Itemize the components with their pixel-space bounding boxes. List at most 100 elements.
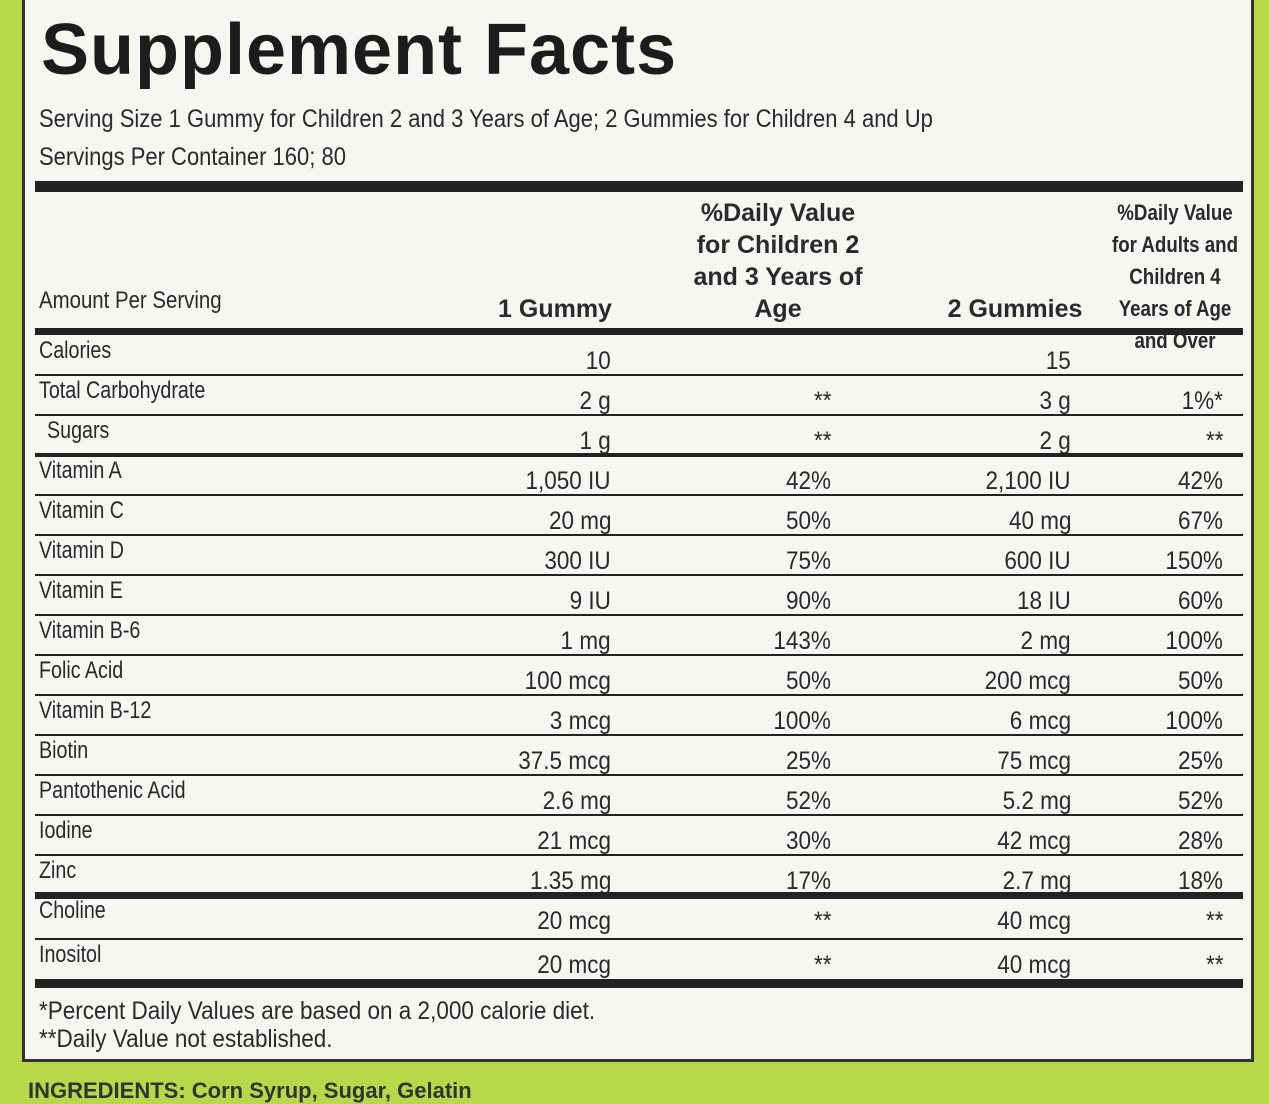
nutrient-name: Sugars (47, 417, 110, 444)
amount-two: 2 g (1039, 427, 1071, 455)
dv-adult: ** (1205, 951, 1223, 979)
amount-one: 21 mcg (537, 827, 611, 855)
amount-one: 2.6 mg (542, 787, 611, 815)
servings-per-container: Servings Per Container 160; 80 (39, 143, 346, 171)
dv-child: 143% (773, 627, 831, 655)
amount-one: 20 mg (548, 507, 611, 535)
thick-rule (35, 328, 1243, 335)
dv-child: 100% (773, 707, 831, 735)
amount-two: 40 mg (1008, 507, 1071, 535)
nutrient-name: Total Carbohydrate (39, 377, 206, 404)
row-rule (35, 654, 1243, 656)
dv-adult: 67% (1177, 507, 1223, 535)
nutrient-name: Vitamin D (39, 537, 124, 564)
row-rule (35, 694, 1243, 696)
nutrient-name: Vitamin B-6 (39, 617, 141, 644)
row-rule (35, 574, 1243, 576)
dv-adult: 100% (1165, 707, 1223, 735)
dv-adult: 100% (1165, 627, 1223, 655)
amount-one: 3 mcg (549, 707, 611, 735)
nutrient-name: Vitamin C (39, 497, 124, 524)
nutrient-name: Choline (39, 897, 106, 924)
dv-child: 30% (785, 827, 831, 855)
amount-one: 37.5 mcg (518, 747, 611, 775)
row-rule (35, 374, 1243, 376)
row-rule (35, 414, 1243, 416)
nutrient-name: Inositol (39, 941, 102, 968)
dv-child: 75% (785, 547, 831, 575)
amount-one: 20 mcg (537, 951, 611, 979)
amount-two: 2.7 mg (1002, 867, 1071, 895)
footnote: *Percent Daily Values are based on a 2,0… (39, 997, 596, 1025)
amount-one: 9 IU (569, 587, 611, 615)
nutrient-name: Iodine (39, 817, 93, 844)
amount-two: 2 mg (1020, 627, 1071, 655)
amount-two: 42 mcg (997, 827, 1071, 855)
dv-child: 25% (785, 747, 831, 775)
dv-adult: 25% (1177, 747, 1223, 775)
ingredients: INGREDIENTS: Corn Syrup, Sugar, Gelatin (28, 1078, 472, 1103)
amount-one: 1 g (579, 427, 611, 455)
dv-adult: 50% (1177, 667, 1223, 695)
header-dv-child: %Daily Value for Children 2 and 3 Years … (693, 199, 863, 323)
dv-child: 17% (785, 867, 831, 895)
row-rule (35, 978, 1243, 988)
dv-child: ** (813, 387, 831, 415)
thick-rule (35, 181, 1243, 192)
nutrient-name: Zinc (39, 857, 77, 884)
dv-child: 52% (785, 787, 831, 815)
dv-child: 90% (785, 587, 831, 615)
dv-adult: 18% (1177, 867, 1223, 895)
amount-one: 100 mcg (524, 667, 611, 695)
header-amount: Amount Per Serving (39, 287, 222, 314)
dv-adult: 42% (1177, 467, 1223, 495)
row-rule (35, 891, 1243, 899)
amount-two: 200 mcg (984, 667, 1071, 695)
amount-one: 10 (585, 347, 611, 375)
amount-one: 2 g (579, 387, 611, 415)
row-rule (35, 734, 1243, 736)
amount-one: 1,050 IU (525, 467, 611, 495)
amount-two: 40 mcg (997, 907, 1071, 935)
dv-child: ** (813, 427, 831, 455)
header-two: 2 Gummies (947, 295, 1083, 323)
dv-child: ** (813, 907, 831, 935)
dv-adult: 52% (1177, 787, 1223, 815)
dv-child: 42% (785, 467, 831, 495)
amount-one: 300 IU (544, 547, 611, 575)
row-rule (35, 494, 1243, 496)
header-one: 1 Gummy (498, 295, 612, 323)
amount-one: 1.35 mg (529, 867, 611, 895)
nutrient-name: Pantothenic Acid (39, 777, 186, 804)
amount-two: 5.2 mg (1002, 787, 1071, 815)
amount-two: 600 IU (1004, 547, 1071, 575)
amount-two: 3 g (1039, 387, 1071, 415)
row-rule (35, 854, 1243, 856)
nutrient-name: Vitamin B-12 (39, 697, 152, 724)
footnote: **Daily Value not established. (39, 1025, 333, 1053)
amount-two: 2,100 IU (985, 467, 1071, 495)
amount-one: 1 mg (560, 627, 611, 655)
amount-one: 20 mcg (537, 907, 611, 935)
serving-size: Serving Size 1 Gummy for Children 2 and … (39, 105, 933, 133)
row-rule (35, 534, 1243, 536)
dv-adult: 1%* (1181, 387, 1223, 415)
amount-two: 40 mcg (997, 951, 1071, 979)
dv-adult: 60% (1177, 587, 1223, 615)
row-rule (35, 774, 1243, 776)
nutrient-name: Vitamin E (39, 577, 123, 604)
row-rule (35, 814, 1243, 816)
row-rule (35, 938, 1243, 940)
amount-two: 75 mcg (997, 747, 1071, 775)
title: Supplement Facts (41, 10, 678, 90)
amount-two: 18 IU (1017, 587, 1071, 615)
nutrient-name: Biotin (39, 737, 89, 764)
amount-two: 6 mcg (1009, 707, 1071, 735)
dv-adult: 28% (1177, 827, 1223, 855)
dv-child: 50% (785, 667, 831, 695)
dv-adult: 150% (1165, 547, 1223, 575)
row-rule (35, 614, 1243, 616)
header-dv-adult: %Daily Value for Adults and Children 4 Y… (1111, 200, 1239, 353)
facts-panel: Supplement Facts Serving Size 1 Gummy fo… (22, 0, 1254, 1062)
